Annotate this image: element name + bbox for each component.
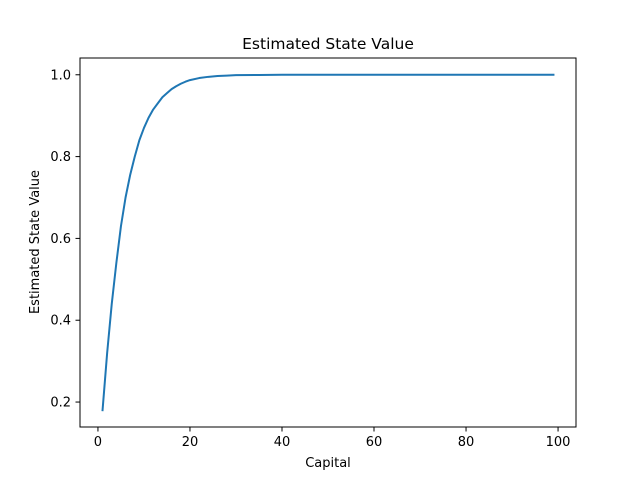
- series-line-0: [101, 73, 555, 412]
- plot-area: 0 20 40 60 80 100 0.2 0.4 0.6 0.8 1.0: [50, 57, 577, 450]
- y-tick-label: 0.4: [50, 314, 71, 329]
- plot-frame: [79, 57, 577, 428]
- x-tick-label: 100: [546, 435, 571, 450]
- x-tick-label: 0: [94, 435, 102, 450]
- y-tick-label: 0.2: [50, 396, 71, 411]
- x-tick-label: 80: [458, 435, 475, 450]
- x-tick-label: 60: [366, 435, 383, 450]
- y-tick-label: 1.0: [50, 68, 71, 83]
- y-tick-label: 0.6: [50, 232, 71, 247]
- x-axis-label: Capital: [305, 456, 351, 471]
- y-tick-label: 0.8: [50, 150, 71, 165]
- y-axis-label: Estimated State Value: [28, 170, 43, 314]
- chart-title: Estimated State Value: [242, 35, 414, 53]
- x-tick-label: 20: [182, 435, 199, 450]
- x-tick-label: 40: [274, 435, 291, 450]
